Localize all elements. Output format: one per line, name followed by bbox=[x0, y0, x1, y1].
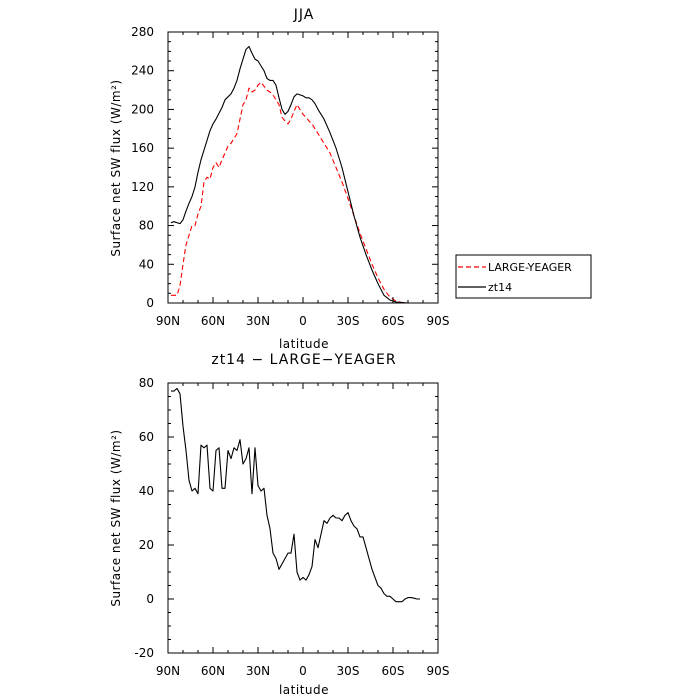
top-y-tick-label: 80 bbox=[139, 219, 154, 233]
bottom-chart-title: zt14 − LARGE−YEAGER bbox=[211, 352, 396, 368]
bottom-x-tick-label: 30S bbox=[337, 664, 360, 678]
top-chart-panel: JJA 90N 60N 30N 0 30S 60S 90S 0 40 80 120 160 200 240… bbox=[109, 7, 449, 351]
top-x-tick-label: 60S bbox=[382, 314, 405, 328]
bottom-chart-x-axis-label: latitude bbox=[279, 683, 329, 697]
top-x-tick-label: 60N bbox=[201, 314, 225, 328]
top-y-tick-label: 240 bbox=[131, 64, 154, 78]
bottom-y-tick-label: 40 bbox=[139, 484, 154, 498]
top-y-tick-label: 280 bbox=[131, 25, 154, 39]
bottom-y-tick-label: 0 bbox=[146, 592, 154, 606]
top-series-line-zt14 bbox=[170, 45, 417, 304]
bottom-x-tick-label: 90N bbox=[156, 664, 180, 678]
bottom-x-tick-label: 90S bbox=[427, 664, 450, 678]
bottom-chart-y-axis-label: Surface net SW flux (W/m²) bbox=[109, 429, 123, 606]
top-chart-title: JJA bbox=[293, 7, 315, 23]
top-y-tick-label: 120 bbox=[131, 180, 154, 194]
top-chart-plot-frame bbox=[167, 31, 439, 304]
top-x-tick-label: 0 bbox=[299, 314, 307, 328]
top-chart-y-axis-label: Surface net SW flux (W/m²) bbox=[109, 79, 123, 256]
bottom-x-tick-label: 60N bbox=[201, 664, 225, 678]
top-x-tick-label: 30N bbox=[246, 314, 270, 328]
top-y-tick-label: 0 bbox=[146, 296, 154, 310]
top-x-tick-label: 90N bbox=[156, 314, 180, 328]
top-series-line-large-yeager bbox=[171, 81, 417, 304]
bottom-y-tick-label: -20 bbox=[134, 646, 154, 660]
legend: LARGE-YEAGER zt14 bbox=[455, 254, 592, 299]
top-x-tick-label: 30S bbox=[337, 314, 360, 328]
bottom-x-tick-label: 60S bbox=[382, 664, 405, 678]
bottom-chart-panel: zt14 − LARGE−YEAGER 90N 60N 30N 0 30S 60S 90S -… bbox=[109, 352, 449, 697]
top-chart-x-axis-label: latitude bbox=[279, 337, 329, 351]
top-y-tick-label: 40 bbox=[139, 257, 154, 271]
bottom-series-line-0 bbox=[171, 387, 420, 603]
bottom-y-tick-label: 20 bbox=[139, 538, 154, 552]
legend-label-large-yeager: LARGE-YEAGER bbox=[488, 261, 572, 274]
bottom-chart-plot-frame bbox=[167, 382, 439, 654]
bottom-y-tick-label: 60 bbox=[139, 430, 154, 444]
top-y-tick-label: 160 bbox=[131, 141, 154, 155]
top-x-tick-label: 90S bbox=[427, 314, 450, 328]
legend-label-zt14: zt14 bbox=[488, 281, 512, 294]
bottom-y-tick-label: 80 bbox=[139, 376, 154, 390]
bottom-x-tick-label: 0 bbox=[299, 664, 307, 678]
top-y-tick-label: 200 bbox=[131, 102, 154, 116]
bottom-x-tick-label: 30N bbox=[246, 664, 270, 678]
legend-box bbox=[455, 254, 592, 299]
